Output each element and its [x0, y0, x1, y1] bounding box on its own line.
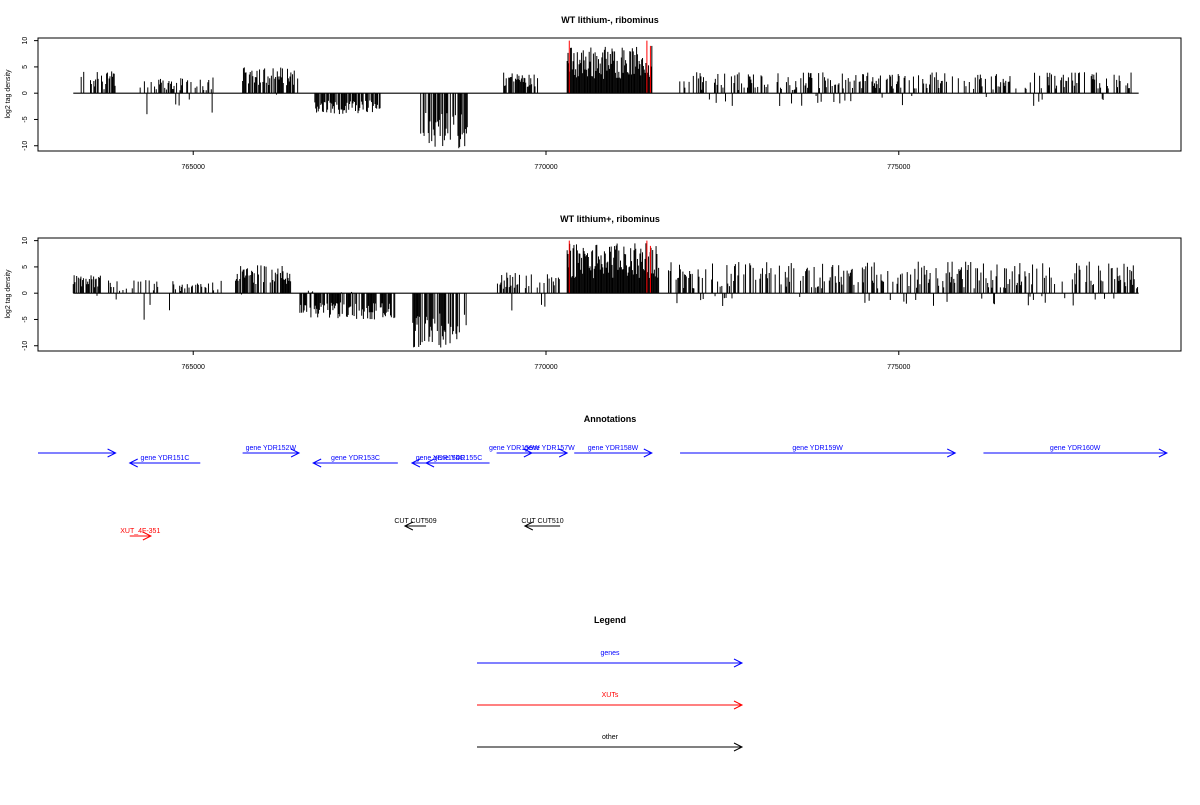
feature-label: gene YDR155C — [433, 455, 482, 462]
feature-label: gene YDR151C — [141, 455, 190, 462]
feature-label: gene YDR160W — [1050, 445, 1101, 452]
feature-arrow-xut — [129, 531, 153, 541]
feature-label: gene YDR152W — [246, 445, 297, 452]
panel-2-ylabel: log2 tag density — [5, 269, 12, 319]
feature-label: gene YDR157W — [524, 445, 575, 452]
feature-label: gene YDR154C — [416, 455, 465, 462]
panel-1-signal-bars — [80, 45, 1132, 149]
panel-2-title: WT lithium+, ribominus — [560, 214, 660, 224]
feature-arrow-gene — [424, 458, 490, 468]
feature-label: gene YDR156W — [489, 445, 540, 452]
feature-arrow-other — [523, 521, 561, 531]
panel-2-x-tick-label: 775000 — [887, 364, 910, 371]
feature-arrow-gene — [574, 448, 653, 458]
feature-label: CUT CUT509 — [394, 518, 436, 525]
feature-label: gene YDR158W — [588, 445, 639, 452]
feature-label: CUT CUT510 — [521, 518, 563, 525]
panel-1-y-tick-label: 0 — [22, 91, 29, 95]
panel-2-y-tick-label: 10 — [22, 237, 29, 245]
feature-arrow-gene — [312, 458, 398, 468]
panel-2-x-tick-label: 770000 — [534, 364, 557, 371]
panel-2-frame — [37, 237, 1182, 352]
annotations-title: Annotations — [584, 414, 637, 424]
panel-1-y-tick-label: 5 — [22, 65, 29, 69]
feature-arrow-gene — [680, 448, 957, 458]
feature-arrow-gene — [531, 448, 569, 458]
panel-1-x-tick-label: 765000 — [182, 164, 205, 171]
legend-label-xut: XUTs — [602, 692, 619, 699]
feature-arrow-gene — [128, 458, 201, 468]
legend-arrow-gene — [477, 658, 744, 668]
feature-arrow-other — [403, 521, 427, 531]
legend: genes XUTs other — [477, 650, 744, 752]
panel-1-title: WT lithium-, ribominus — [561, 15, 659, 25]
feature-label: XUT_4F-351 — [120, 528, 160, 535]
feature-arrow-gene — [242, 448, 301, 458]
feature-label: gene YDR159W — [792, 445, 843, 452]
feature-arrow-gene — [983, 448, 1169, 458]
legend-arrow-xut — [477, 700, 744, 710]
panel-1-frame — [37, 37, 1182, 152]
panel-2-plot: 10 5 0 -5 -10 765000 770000 775000 — [22, 237, 1139, 371]
panel-1-y-tick-label: 10 — [22, 37, 29, 45]
panel-1-x-tick-label: 775000 — [887, 164, 910, 171]
legend-label-gene: genes — [600, 650, 620, 657]
panel-2-y-tick-label: 0 — [22, 291, 29, 295]
panel-2-y-tick-label: 5 — [22, 265, 29, 269]
feature-arrow-gene — [38, 448, 117, 458]
annotation-track: gene YDR151C gene YDR152W gene YDR153C gene… — [38, 445, 1169, 541]
panel-2-y-tick-label: -10 — [22, 341, 29, 351]
panel-2-y-tick-label: -5 — [22, 316, 29, 322]
legend-title: Legend — [594, 615, 626, 625]
feature-label: gene YDR153C — [331, 455, 380, 462]
panel-1-x-tick-label: 770000 — [534, 164, 557, 171]
legend-arrow-other — [477, 742, 744, 752]
panel-1-ylabel: log2 tag density — [5, 69, 12, 119]
panel-2-x-tick-label: 765000 — [182, 364, 205, 371]
panel-2-signal-bars — [72, 243, 1139, 348]
panel-1-y-tick-label: -10 — [22, 141, 29, 151]
legend-label-other: other — [602, 734, 619, 741]
panel-1-y-tick-label: -5 — [22, 116, 29, 122]
panel-1-plot: 10 5 0 -5 -10 765000 770000 775000 — [22, 37, 1139, 171]
